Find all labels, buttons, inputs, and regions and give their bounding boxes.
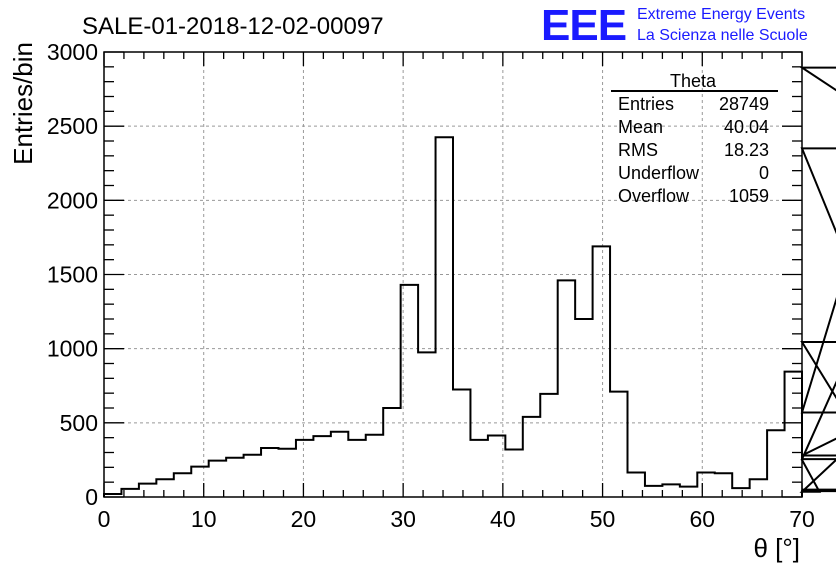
stats-row-label: Underflow: [618, 163, 700, 183]
y-tick-label: 1000: [47, 336, 98, 362]
x-tick-label: 10: [191, 506, 217, 532]
y-tick-label: 1500: [47, 262, 98, 288]
y-tick-label: 500: [60, 410, 98, 436]
y-tick-label: 0: [85, 484, 98, 510]
stats-box-title: Theta: [670, 71, 717, 91]
y-tick-label: 2000: [47, 187, 98, 213]
x-tick-label: 50: [590, 506, 616, 532]
stats-row-value: 18.23: [724, 140, 769, 160]
eee-logo-line1: Extreme Energy Events: [637, 6, 805, 23]
stats-row-label: Mean: [618, 117, 663, 137]
eee-logo-text: EEE: [541, 1, 626, 50]
y-tick-label: 2500: [47, 113, 98, 139]
eee-logo: EEE Extreme Energy Events La Scienza nel…: [541, 1, 808, 50]
y-axis-label: Entries/bin: [8, 42, 38, 165]
histogram-outline: [103, 66, 836, 497]
stats-row-value: 40.04: [724, 117, 769, 137]
x-axis-label: θ [°]: [753, 533, 800, 563]
x-tick-label: 30: [390, 506, 416, 532]
chart-title: SALE-01-2018-12-02-00097: [82, 13, 384, 40]
eee-logo-line2: La Scienza nelle Scuole: [637, 27, 808, 44]
stats-row-label: RMS: [618, 140, 658, 160]
stats-row-value: 28749: [719, 94, 769, 114]
y-axis-ticks: 0 500 1000 1500 2000 2500 3000: [47, 39, 802, 510]
stats-row-label: Entries: [618, 94, 674, 114]
x-tick-label: 40: [490, 506, 516, 532]
stats-row-value: 1059: [729, 186, 769, 206]
x-axis-ticks: 0 10 20 30 40 50 60 70: [98, 52, 815, 532]
stats-box: Theta Entries 28749 Mean 40.04 RMS 18.23 Under…: [611, 71, 778, 206]
x-tick-label: 70: [789, 506, 815, 532]
grid-lines: [104, 52, 802, 497]
x-tick-label: 0: [98, 506, 111, 532]
stats-row-label: Overflow: [618, 186, 690, 206]
x-tick-label: 20: [291, 506, 317, 532]
x-tick-label: 60: [689, 506, 715, 532]
stats-rows: Entries 28749 Mean 40.04 RMS 18.23 Underflow 0 O…: [618, 94, 769, 206]
stats-row-value: 0: [759, 163, 769, 183]
y-tick-label: 3000: [47, 39, 98, 65]
